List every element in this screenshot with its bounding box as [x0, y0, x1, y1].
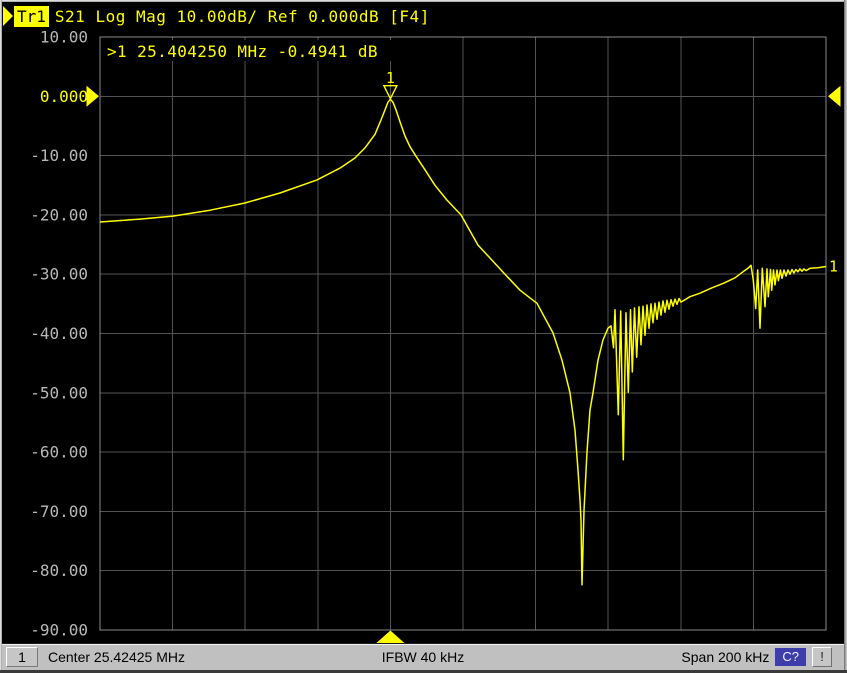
- y-axis-label: -40.00: [30, 324, 88, 343]
- window-frame-left: [0, 0, 2, 670]
- y-axis-label: -50.00: [30, 383, 88, 402]
- span-label[interactable]: Span 200 kHz: [681, 649, 770, 665]
- y-axis-label: -30.00: [30, 265, 88, 284]
- grid-border: [99, 36, 827, 631]
- trace-header[interactable]: Tr1 S21 Log Mag 10.00dB/ Ref 0.000dB [F4…: [3, 4, 430, 28]
- y-axis-label: -20.00: [30, 205, 88, 224]
- window-frame-right: [844, 0, 847, 670]
- center-frequency-label[interactable]: Center 25.42425 MHz: [48, 649, 185, 665]
- status-bar: 1 Center 25.42425 MHz IFBW 40 kHz Span 2…: [2, 644, 844, 670]
- trace-settings-label[interactable]: S21 Log Mag 10.00dB/ Ref 0.000dB [F4]: [54, 6, 430, 26]
- ifbw-label[interactable]: IFBW 40 kHz: [381, 649, 465, 665]
- trace-1-curve: [99, 98, 827, 586]
- y-axis-reference-label: 0.000: [40, 87, 88, 106]
- y-axis-label: -90.00: [30, 621, 88, 640]
- marker-readout[interactable]: >1 25.404250 MHz -0.4941 dB: [107, 42, 378, 61]
- y-axis-label: -60.00: [30, 443, 88, 462]
- window-frame-top: [0, 0, 847, 2]
- correction-status-badge[interactable]: C?: [775, 648, 806, 666]
- y-axis-label: -70.00: [30, 502, 88, 521]
- window-frame-bottom: [0, 670, 847, 673]
- ref-level-left-triangle-icon[interactable]: [86, 85, 100, 107]
- y-axis-label: -10.00: [30, 146, 88, 165]
- alert-button[interactable]: !: [812, 647, 832, 667]
- ref-level-right-triangle-icon[interactable]: [828, 85, 841, 107]
- trace-selector-tab[interactable]: Tr1: [14, 5, 49, 27]
- channel-number-box[interactable]: 1: [6, 647, 38, 667]
- y-axis-label: -80.00: [30, 561, 88, 580]
- marker-1-number: 1: [386, 69, 395, 87]
- marker-1-peak-triangle-icon[interactable]: [382, 85, 399, 101]
- marker-stimulus-triangle-icon[interactable]: [376, 630, 405, 644]
- trace-end-number-label: 1: [829, 257, 838, 275]
- y-axis-label: 10.00: [40, 28, 88, 47]
- trace-select-arrow-icon: [3, 6, 13, 26]
- marker-readout-backing: [101, 40, 395, 61]
